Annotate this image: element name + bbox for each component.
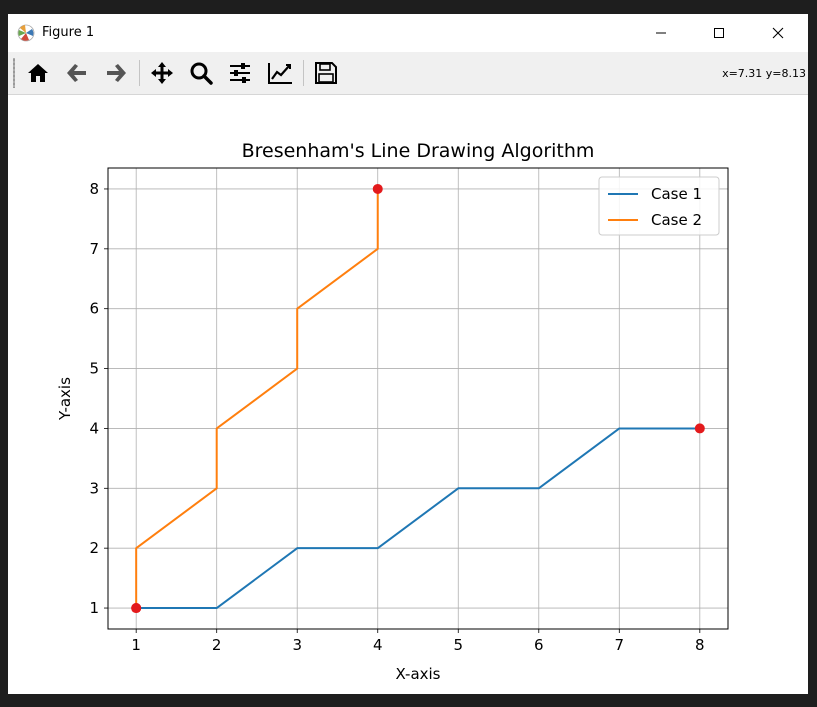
x-tick-label: 5 [453, 636, 463, 654]
save-icon [315, 62, 337, 84]
title-bar[interactable]: Figure 1 [8, 14, 808, 52]
y-tick-label: 7 [89, 240, 99, 258]
y-tick-label: 6 [89, 300, 99, 318]
y-axis-label: Y-axis [56, 377, 74, 421]
chart-title: Bresenham's Line Drawing Algorithm [242, 140, 595, 162]
y-tick-label: 5 [89, 360, 99, 378]
home-button[interactable] [23, 58, 53, 88]
series-line-1 [136, 427, 700, 610]
series-line-2 [135, 188, 379, 609]
maximize-icon [714, 28, 724, 38]
cursor-coordinates: x=7.31 y=8.13 [722, 67, 806, 80]
endpoint-markers [131, 183, 705, 614]
x-tick-label: 2 [212, 636, 222, 654]
endpoint-marker [131, 603, 142, 614]
x-tick-label: 4 [373, 636, 383, 654]
zoom-button[interactable] [186, 58, 216, 88]
save-button[interactable] [311, 58, 341, 88]
x-tick-label: 6 [534, 636, 544, 654]
x-tick-label: 8 [695, 636, 705, 654]
y-tick-label: 1 [89, 599, 99, 617]
back-button[interactable] [62, 58, 92, 88]
x-axis-label: X-axis [396, 665, 441, 683]
x-tick-label: 1 [131, 636, 141, 654]
x-tick-label: 7 [615, 636, 625, 654]
close-button[interactable] [755, 14, 801, 52]
x-tick-label: 3 [292, 636, 302, 654]
y-tick-label: 3 [89, 479, 99, 497]
toolbar-separator [139, 60, 140, 86]
ticks: 1 2 3 4 5 6 7 8 1 2 3 4 5 6 7 8 [89, 180, 704, 654]
edit-axis-button[interactable] [264, 58, 294, 88]
figure-canvas[interactable]: 1 2 3 4 5 6 7 8 1 2 3 4 5 6 7 8 Bresenham's Line Drawin… [8, 95, 808, 694]
forward-arrow-icon [107, 64, 126, 82]
forward-button[interactable] [101, 58, 131, 88]
zoom-icon [190, 62, 213, 85]
back-arrow-icon [67, 64, 86, 82]
move-icon [151, 62, 173, 84]
toolbar-grip[interactable] [13, 58, 15, 88]
figure-window: Figure 1 [8, 14, 808, 694]
endpoint-marker [372, 183, 383, 194]
legend: Case 1 Case 2 [598, 176, 720, 236]
endpoint-marker [694, 423, 705, 434]
sliders-icon [230, 63, 250, 83]
pan-button[interactable] [147, 58, 177, 88]
home-icon [28, 64, 48, 82]
toolbar-separator [303, 60, 304, 86]
line-chart-icon [268, 63, 292, 84]
navigation-toolbar: x=7.31 y=8.13 [8, 52, 808, 95]
plot-lines [135, 188, 700, 610]
minimize-button[interactable] [638, 14, 684, 52]
maximize-button[interactable] [696, 14, 742, 52]
y-tick-label: 2 [89, 539, 99, 557]
legend-label: Case 1 [651, 185, 702, 203]
configure-subplots-button[interactable] [225, 58, 255, 88]
axes-frame [107, 167, 729, 630]
y-tick-label: 8 [89, 180, 99, 198]
minimize-icon [656, 32, 666, 34]
window-title: Figure 1 [42, 25, 95, 40]
y-tick-label: 4 [89, 419, 99, 437]
close-icon [772, 27, 784, 39]
legend-label: Case 2 [651, 211, 702, 229]
matplotlib-icon [17, 24, 35, 42]
